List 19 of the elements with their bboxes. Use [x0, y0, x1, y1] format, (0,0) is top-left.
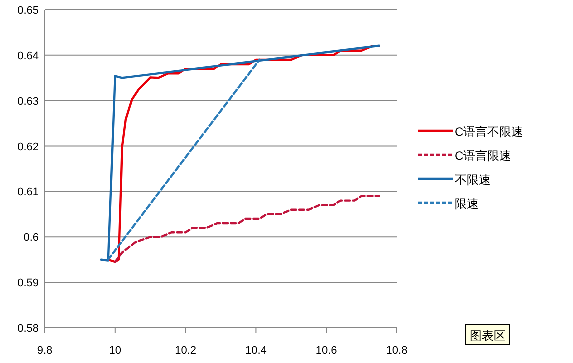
- x-tick-label: 10: [109, 345, 122, 357]
- legend-label: C语言限速: [455, 149, 512, 163]
- y-tick-label: 0.6: [24, 232, 39, 244]
- legend-label: 不限速: [455, 173, 491, 187]
- text: 图表区: [470, 329, 506, 343]
- legend-label: C语言不限速: [455, 125, 524, 139]
- x-tick-label: 9.8: [37, 345, 53, 357]
- x-tick-label: 10.6: [316, 345, 338, 357]
- legend-label: 限速: [455, 197, 479, 211]
- y-tick-label: 0.63: [18, 96, 39, 108]
- x-tick-label: 10.2: [175, 345, 197, 357]
- y-tick-label: 0.61: [18, 186, 39, 199]
- y-tick-label: 0.62: [18, 141, 39, 154]
- y-tick-label: 0.65: [18, 5, 39, 17]
- y-tick-label: 0.59: [18, 278, 39, 290]
- x-tick-label: 10.4: [245, 345, 267, 357]
- y-tick-label: 0.58: [18, 323, 39, 335]
- x-tick-label: 10.8: [386, 345, 408, 357]
- y-tick-label: 0.64: [18, 50, 39, 62]
